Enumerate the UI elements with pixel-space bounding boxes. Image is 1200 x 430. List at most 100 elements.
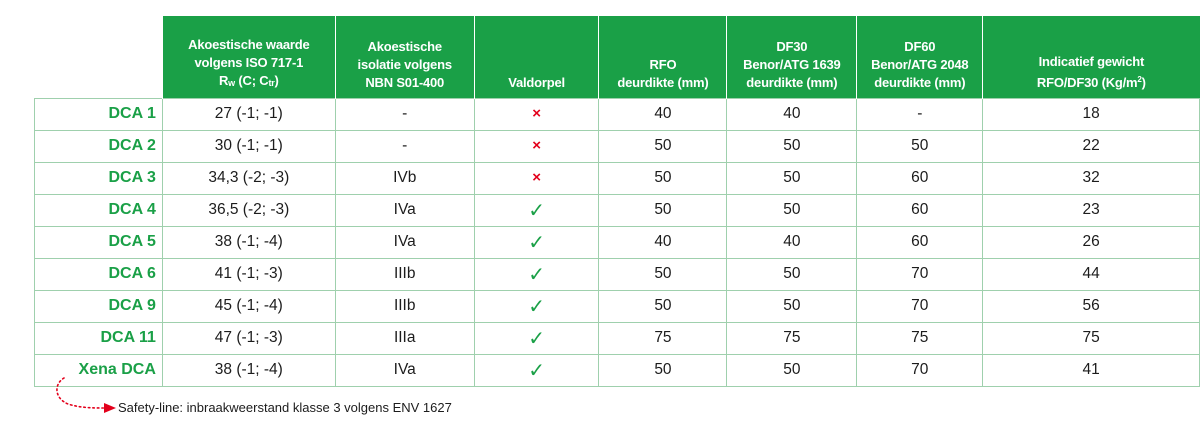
checkmark-icon: ✓: [528, 359, 545, 382]
rfo-cell: 50: [598, 129, 728, 163]
threshold-cell: ✓: [473, 257, 600, 291]
table-row: DCA 3 34,3 (-2; -3) IVb × 50 50 60 32: [34, 161, 1200, 195]
model-name: DCA 9: [34, 289, 163, 323]
weight-cell: 26: [982, 225, 1200, 259]
checkmark-icon: ✓: [528, 327, 545, 350]
header-df60: DF60 Benor/ATG 2048 deurdikte (mm): [856, 16, 983, 98]
df60-cell: 70: [856, 289, 984, 323]
table-row: DCA 5 38 (-1; -4) IVa ✓ 40 40 60 26: [34, 225, 1200, 259]
model-name: DCA 3: [34, 161, 163, 195]
rfo-cell: 50: [598, 193, 728, 227]
df30-cell: 50: [726, 161, 858, 195]
df60-cell: 70: [856, 257, 984, 291]
threshold-cell: ✓: [473, 193, 600, 227]
threshold-cell: ×: [473, 97, 600, 131]
threshold-cell: ✓: [473, 321, 600, 355]
weight-cell: 41: [982, 353, 1200, 387]
header-blank: [34, 16, 163, 98]
rfo-cell: 40: [598, 97, 728, 131]
model-name: DCA 11: [34, 321, 163, 355]
df30-cell: 50: [726, 257, 858, 291]
header-threshold: Valdorpel: [473, 16, 599, 98]
rfo-cell: 50: [598, 353, 728, 387]
checkmark-icon: ✓: [528, 263, 545, 286]
weight-cell: 18: [982, 97, 1200, 131]
dotted-arrow-icon: [56, 377, 116, 413]
model-name: DCA 1: [34, 97, 163, 131]
df30-cell: 50: [726, 289, 858, 323]
isolation-cell: IIIb: [334, 257, 475, 291]
table-row: DCA 4 36,5 (-2; -3) IVa ✓ 50 50 60 23: [34, 193, 1200, 227]
table-row: DCA 6 41 (-1; -3) IIIb ✓ 50 50 70 44: [34, 257, 1200, 291]
acoustic-value-cell: 36,5 (-2; -3): [161, 193, 336, 227]
isolation-cell: IVa: [334, 353, 475, 387]
acoustic-value-cell: 38 (-1; -4): [161, 225, 336, 259]
checkmark-icon: ✓: [528, 295, 545, 318]
acoustic-value-cell: 30 (-1; -1): [161, 129, 336, 163]
model-name: DCA 5: [34, 225, 163, 259]
rfo-cell: 50: [598, 257, 728, 291]
isolation-cell: -: [334, 129, 475, 163]
df30-cell: 40: [726, 97, 858, 131]
df30-cell: 50: [726, 193, 858, 227]
header-rfo: RFO deurdikte (mm): [598, 16, 727, 98]
footnote: Safety-line: inbraakweerstand klasse 3 v…: [118, 400, 452, 415]
cross-icon: ×: [532, 169, 541, 186]
df30-cell: 50: [726, 129, 858, 163]
header-weight: Indicatief gewicht RFO/DF30 (Kg/m2): [982, 16, 1200, 98]
df30-cell: 75: [726, 321, 858, 355]
acoustic-value-cell: 38 (-1; -4): [161, 353, 336, 387]
isolation-cell: -: [334, 97, 475, 131]
df60-cell: 60: [856, 225, 984, 259]
isolation-cell: IVa: [334, 225, 475, 259]
rfo-cell: 40: [598, 225, 728, 259]
model-name: DCA 6: [34, 257, 163, 291]
table-row: DCA 1 27 (-1; -1) - × 40 40 - 18: [34, 97, 1200, 131]
df60-cell: 75: [856, 321, 984, 355]
df60-cell: 60: [856, 161, 984, 195]
threshold-cell: ✓: [473, 225, 600, 259]
header-acoustic-value: Akoestische waarde volgens ISO 717-1 Rw …: [161, 16, 336, 98]
threshold-cell: ×: [473, 161, 600, 195]
table-row: Xena DCA 38 (-1; -4) IVa ✓ 50 50 70 41: [34, 353, 1200, 387]
weight-cell: 32: [982, 161, 1200, 195]
isolation-cell: IIIb: [334, 289, 475, 323]
df60-cell: 60: [856, 193, 984, 227]
header-row: Akoestische waarde volgens ISO 717-1 Rw …: [34, 16, 1200, 98]
weight-cell: 56: [982, 289, 1200, 323]
rfo-cell: 75: [598, 321, 728, 355]
df30-cell: 50: [726, 353, 858, 387]
rfo-cell: 50: [598, 289, 728, 323]
isolation-cell: IIIa: [334, 321, 475, 355]
door-spec-table: Akoestische waarde volgens ISO 717-1 Rw …: [34, 16, 1200, 387]
weight-cell: 22: [982, 129, 1200, 163]
weight-cell: 75: [982, 321, 1200, 355]
acoustic-value-cell: 34,3 (-2; -3): [161, 161, 336, 195]
checkmark-icon: ✓: [528, 199, 545, 222]
checkmark-icon: ✓: [528, 231, 545, 254]
isolation-cell: IVa: [334, 193, 475, 227]
df60-cell: -: [856, 97, 984, 131]
df30-cell: 40: [726, 225, 858, 259]
cross-icon: ×: [532, 137, 541, 154]
threshold-cell: ✓: [473, 353, 600, 387]
weight-cell: 44: [982, 257, 1200, 291]
model-name: DCA 2: [34, 129, 163, 163]
df60-cell: 70: [856, 353, 984, 387]
header-acoustic-isolation: Akoestische isolatie volgens NBN S01-400: [334, 16, 475, 98]
cross-icon: ×: [532, 105, 541, 122]
isolation-cell: IVb: [334, 161, 475, 195]
model-name: Xena DCA: [34, 353, 163, 387]
table-row: DCA 2 30 (-1; -1) - × 50 50 50 22: [34, 129, 1200, 163]
threshold-cell: ✓: [473, 289, 600, 323]
table-row: DCA 11 47 (-1; -3) IIIa ✓ 75 75 75 75: [34, 321, 1200, 355]
acoustic-value-cell: 27 (-1; -1): [161, 97, 336, 131]
header-df30: DF30 Benor/ATG 1639 deurdikte (mm): [726, 16, 857, 98]
model-name: DCA 4: [34, 193, 163, 227]
acoustic-value-cell: 45 (-1; -4): [161, 289, 336, 323]
weight-cell: 23: [982, 193, 1200, 227]
df60-cell: 50: [856, 129, 984, 163]
acoustic-value-cell: 41 (-1; -3): [161, 257, 336, 291]
acoustic-value-cell: 47 (-1; -3): [161, 321, 336, 355]
threshold-cell: ×: [473, 129, 600, 163]
